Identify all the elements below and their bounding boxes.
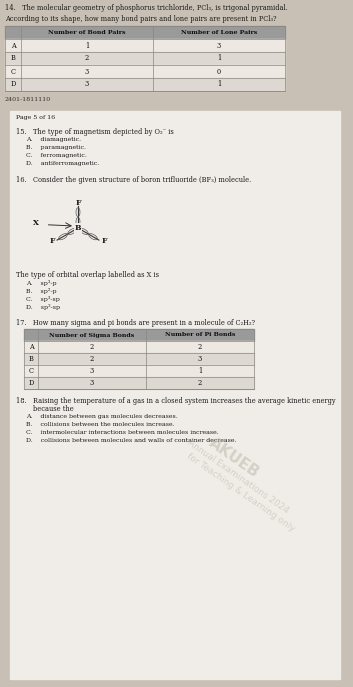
Bar [10,111,340,679]
Text: 1: 1 [217,54,221,63]
Text: Page 5 of 16: Page 5 of 16 [16,115,55,120]
Text: A.    sp³-p: A. sp³-p [26,280,56,286]
Text: B: B [11,54,16,63]
Text: D.    sp²-sp: D. sp²-sp [26,304,60,310]
Text: 1: 1 [85,41,89,49]
Text: A.    distance between gas molecules decreases.: A. distance between gas molecules decrea… [26,414,178,419]
Text: Number of Lone Pairs: Number of Lone Pairs [181,30,257,35]
Text: C: C [11,67,16,76]
Text: 15.   The type of magnetism depicted by O₂⁻ is: 15. The type of magnetism depicted by O₂… [16,128,174,136]
Text: A: A [11,41,16,49]
Text: 2: 2 [90,355,94,363]
Text: 3: 3 [90,367,94,375]
Text: C: C [29,367,34,375]
Bar [24,329,254,341]
Text: 2401-1811110: 2401-1811110 [5,97,51,102]
Bar [5,65,285,78]
Text: 3: 3 [90,379,94,387]
Text: 2: 2 [90,343,94,351]
Text: A: A [29,343,34,351]
Text: C.    ferromagnetic.: C. ferromagnetic. [26,153,87,158]
Text: Number of Sigma Bonds: Number of Sigma Bonds [49,333,134,337]
Bar [24,329,254,389]
Text: B: B [75,224,81,232]
Text: B.    collisions between the molecules increase.: B. collisions between the molecules incr… [26,422,175,427]
Text: 2: 2 [85,54,89,63]
Text: 16.   Consider the given structure of boron trifluoride (BF₃) molecule.: 16. Consider the given structure of boro… [16,176,251,184]
Text: 2: 2 [198,343,202,351]
Text: 17.   How many sigma and pi bonds are present in a molecule of C₂H₂?: 17. How many sigma and pi bonds are pres… [16,319,255,327]
Text: D.    collisions between molecules and walls of container decrease.: D. collisions between molecules and wall… [26,438,237,443]
Text: D: D [10,80,16,89]
Text: 3: 3 [85,67,89,76]
Text: 14.   The molecular geometry of phosphorus trichloride, PCl₃, is trigonal pyrami: 14. The molecular geometry of phosphorus… [5,4,288,12]
Text: B.    sp²-p: B. sp²-p [26,288,56,294]
Text: D.    antiferromagnetic.: D. antiferromagnetic. [26,161,99,166]
Text: for Teaching & Learning only: for Teaching & Learning only [185,451,296,533]
Bar [5,52,285,65]
Bar [5,26,285,91]
Text: because the: because the [16,405,74,413]
Text: C.    intermolecular interactions between molecules increase.: C. intermolecular interactions between m… [26,430,219,435]
Bar [5,78,285,91]
Text: F: F [101,237,107,245]
Bar [5,39,285,52]
Text: C.    sp³-sp: C. sp³-sp [26,296,60,302]
Text: 1: 1 [198,367,202,375]
Text: 18.   Raising the temperature of a gas in a closed system increases the average : 18. Raising the temperature of a gas in … [16,397,336,405]
Text: Number of Bond Pairs: Number of Bond Pairs [48,30,126,35]
Text: X: X [33,218,38,227]
Text: According to its shape, how many bond pairs and lone pairs are present in PCl₃?: According to its shape, how many bond pa… [5,15,276,23]
Text: 3: 3 [198,355,202,363]
Text: AKUEB: AKUEB [207,436,262,481]
Text: The type of orbital overlap labelled as X is: The type of orbital overlap labelled as … [16,271,159,279]
Text: B: B [29,355,34,363]
Text: 3: 3 [217,41,221,49]
Bar [24,365,254,377]
Text: A.    diamagnetic.: A. diamagnetic. [26,137,81,142]
Text: 3: 3 [85,80,89,89]
Text: 2: 2 [198,379,202,387]
Text: Number of Pi Bonds: Number of Pi Bonds [165,333,235,337]
Text: 1: 1 [217,80,221,89]
Bar [24,353,254,365]
Text: B.    paramagnetic.: B. paramagnetic. [26,145,86,150]
Text: F: F [75,199,81,207]
Text: Annual Examinations 2024: Annual Examinations 2024 [186,438,291,515]
Text: D: D [28,379,34,387]
Bar [24,341,254,353]
Text: F: F [49,237,55,245]
Bar [5,26,285,39]
Text: 0: 0 [217,67,221,76]
Bar [24,377,254,389]
